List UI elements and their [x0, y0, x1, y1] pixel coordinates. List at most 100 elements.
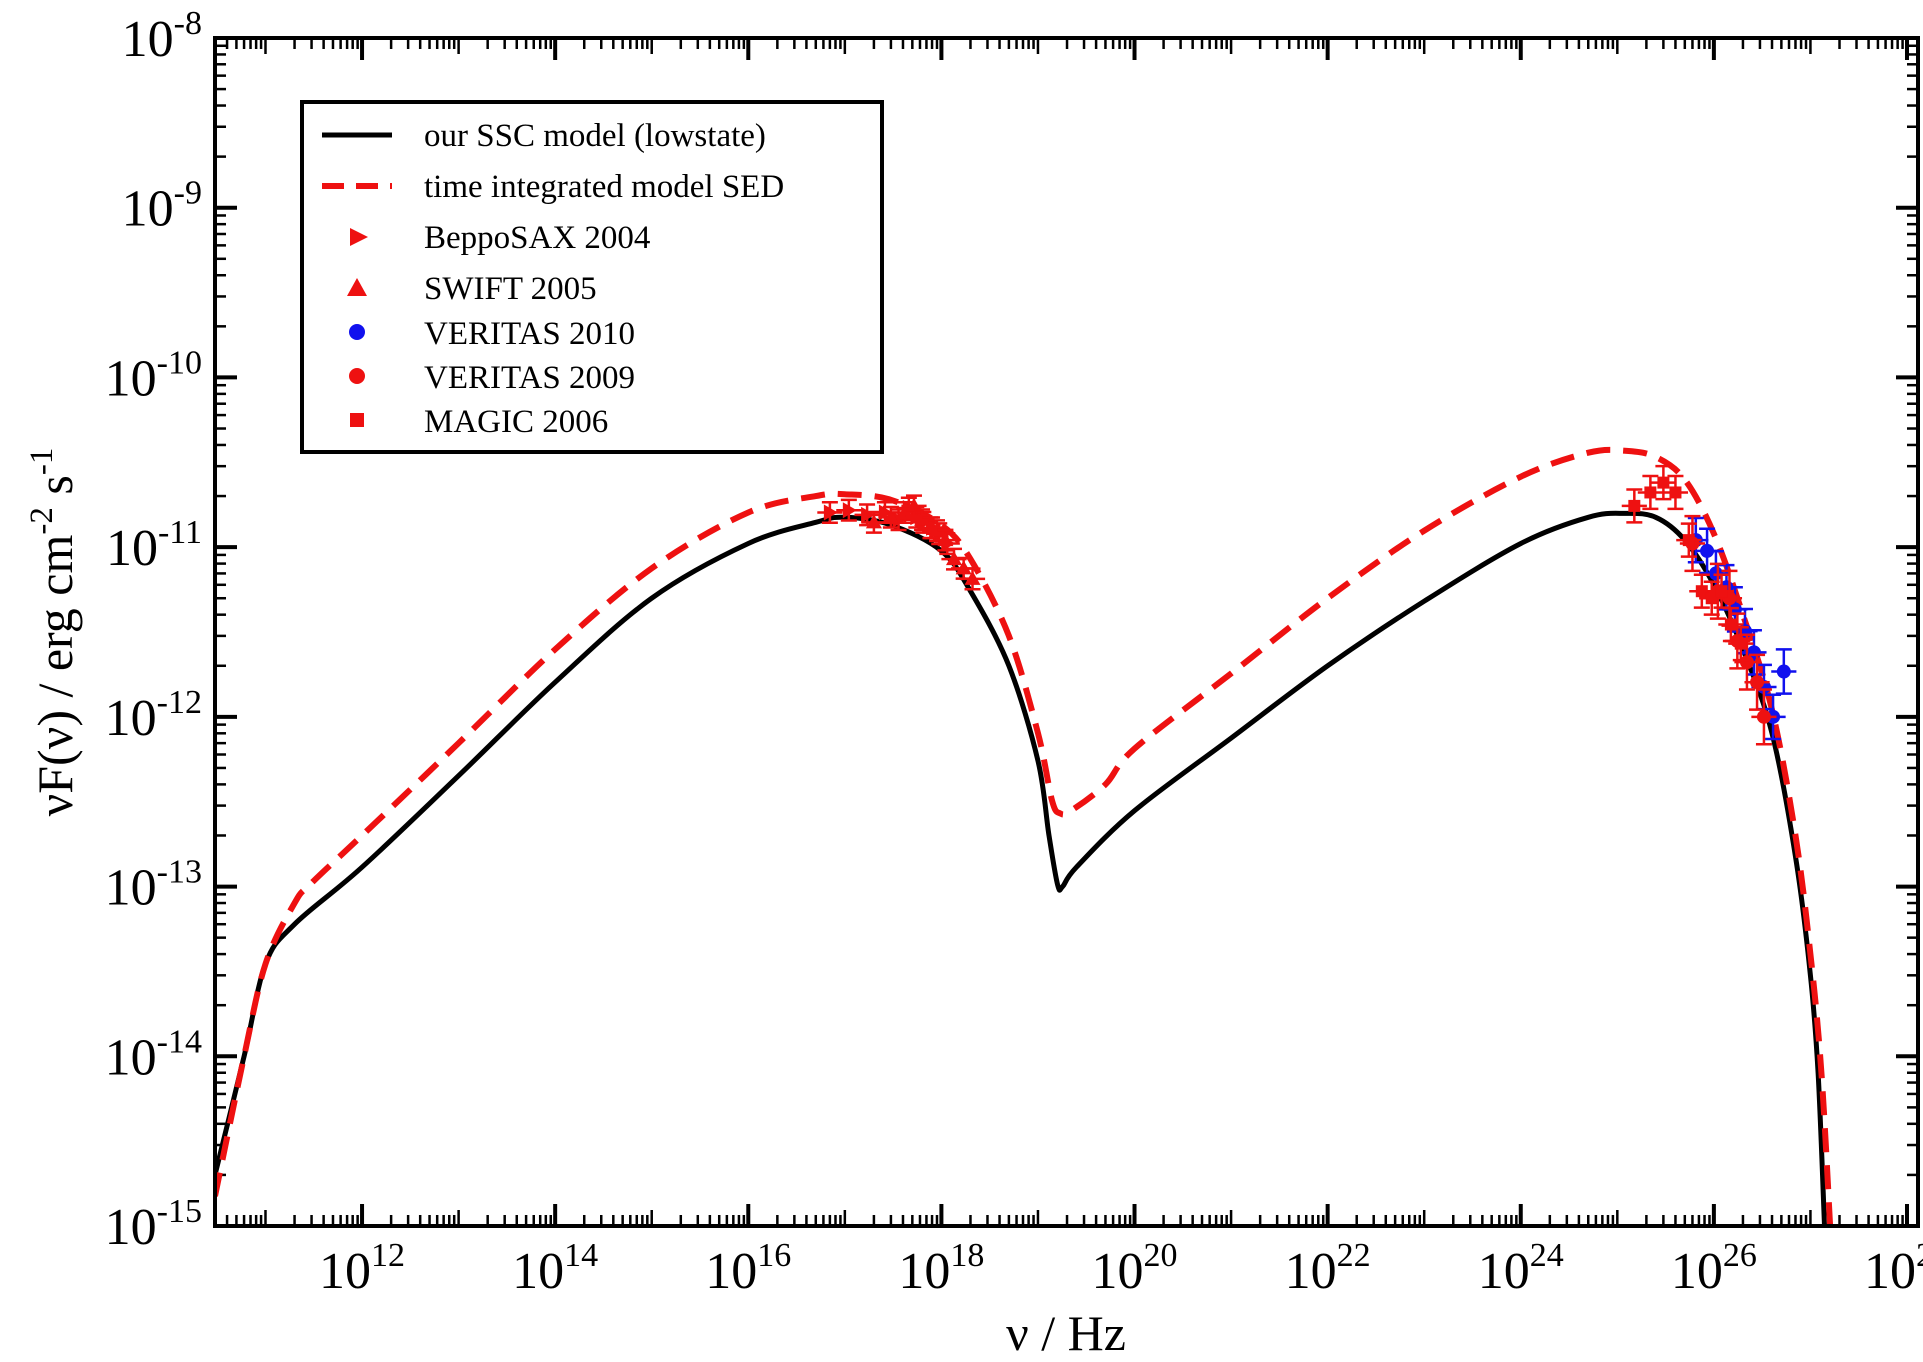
x-tick-exponent: 20: [1144, 1237, 1178, 1274]
x-tick-label-16: 1016: [705, 1237, 791, 1300]
x-tick-label-18: 1018: [898, 1237, 984, 1300]
marker-square: [1682, 534, 1695, 547]
y-tick-label--8: 10-8: [122, 5, 202, 68]
data-point-veritas-2010-9: [1771, 648, 1797, 695]
marker-circle: [1756, 709, 1771, 724]
marker-triangle-up: [945, 551, 962, 566]
x-tick-base: 10: [1671, 1243, 1723, 1300]
data-point-magic-2006-6: [1699, 580, 1725, 616]
marker-square: [1734, 637, 1747, 650]
y-tick-exponent: -11: [158, 514, 202, 551]
y-tick-exponent: -15: [157, 1193, 202, 1230]
data-point-swift-2005-10: [959, 567, 986, 591]
data-point-veritas-2009-5: [1744, 653, 1770, 711]
y-axis-label-main: νF(ν) / erg cm: [27, 535, 83, 817]
y-axis-label-s: s: [27, 475, 83, 507]
marker-triangle-right: [823, 504, 838, 521]
y-tick-label--11: 10-11: [106, 514, 202, 577]
y-tick-exponent: -14: [157, 1023, 202, 1060]
y-tick-label--10: 10-10: [105, 344, 202, 407]
data-point-magic-2006-2: [1650, 464, 1676, 501]
y-tick-base: 10: [122, 11, 174, 68]
x-tick-exponent: 18: [950, 1237, 984, 1274]
legend-swatch-veritas-2009: [349, 368, 365, 384]
data-point-swift-2005-7: [932, 528, 958, 552]
marker-square: [1644, 486, 1657, 499]
y-tick-exponent: -13: [157, 854, 202, 891]
x-tick-label-28: 1028: [1864, 1237, 1923, 1300]
marker-circle: [1739, 655, 1754, 670]
y-axis-label: νF(ν) / erg cm-2 s-1: [24, 448, 83, 817]
legend-label-swift: SWIFT 2005: [424, 271, 597, 307]
data-point-magic-2006-3: [1662, 474, 1689, 511]
y-tick-base: 10: [105, 860, 157, 917]
data-point-bepposax-2004-0: [817, 500, 843, 525]
y-tick-label--13: 10-13: [105, 854, 202, 917]
y-tick-label--15: 10-15: [105, 1193, 202, 1256]
series-points-magic-2006: [1621, 464, 1754, 662]
legend-label-veritas-2009: VERITAS 2009: [424, 360, 635, 396]
y-tick-label--9: 10-9: [122, 175, 202, 238]
y-axis-label-exp2: -1: [24, 448, 60, 476]
x-tick-base: 10: [1864, 1243, 1916, 1300]
y-tick-exponent: -9: [174, 175, 202, 212]
y-tick-base: 10: [106, 520, 158, 577]
data-point-magic-2006-4: [1676, 522, 1702, 558]
x-tick-labels: 101210141016101810201022102410261028: [319, 1237, 1923, 1300]
data-point-magic-2006-0: [1621, 488, 1647, 524]
x-tick-base: 10: [705, 1243, 757, 1300]
legend-swatch-veritas-2010: [349, 324, 365, 340]
x-tick-exponent: 12: [371, 1237, 405, 1274]
x-tick-exponent: 22: [1337, 1237, 1371, 1274]
x-tick-label-14: 1014: [512, 1237, 598, 1300]
marker-triangle-up: [928, 522, 945, 537]
x-tick-base: 10: [1478, 1243, 1530, 1300]
x-tick-base: 10: [319, 1243, 371, 1300]
marker-triangle-up: [882, 509, 899, 524]
data-point-magic-2006-1: [1637, 474, 1663, 511]
legend-swatch-swift: [347, 278, 367, 296]
plot-frame: [213, 36, 1920, 1228]
marker-triangle-up: [937, 532, 954, 547]
marker-triangle-right: [861, 506, 876, 523]
x-tick-label-24: 1024: [1478, 1237, 1564, 1300]
y-axis-label-exp1: -2: [24, 507, 60, 535]
marker-circle: [1750, 675, 1765, 690]
legend-swatch-magic: [350, 413, 364, 427]
y-tick-base: 10: [105, 690, 157, 747]
legend: our SSC model (lowstate) time integrated…: [300, 100, 884, 454]
marker-square: [1724, 618, 1737, 631]
marker-square: [1657, 476, 1670, 489]
y-tick-base: 10: [122, 181, 174, 238]
data-point-bepposax-2004-1: [836, 498, 862, 522]
x-tick-base: 10: [898, 1243, 950, 1300]
data-point-magic-2006-7: [1708, 573, 1735, 609]
marker-triangle-up: [914, 511, 931, 526]
x-tick-exponent: 14: [564, 1237, 598, 1274]
data-point-veritas-2009-6: [1751, 688, 1777, 746]
y-tick-base: 10: [105, 1199, 157, 1256]
marker-square: [1669, 486, 1682, 499]
legend-label-time-integrated: time integrated model SED: [424, 169, 784, 205]
legend-label-magic: MAGIC 2006: [424, 404, 608, 440]
x-tick-exponent: 24: [1530, 1237, 1564, 1274]
x-tick-exponent: 16: [757, 1237, 791, 1274]
series-points-swift-2005: [861, 494, 986, 591]
x-axis-label: ν / Hz: [1006, 1305, 1126, 1361]
marker-triangle-right: [892, 511, 907, 528]
x-tick-base: 10: [1285, 1243, 1337, 1300]
x-tick-label-26: 1026: [1671, 1237, 1757, 1300]
marker-circle: [1776, 664, 1791, 679]
marker-triangle-up: [964, 570, 981, 585]
y-tick-base: 10: [105, 1029, 157, 1086]
legend-box: [300, 100, 884, 454]
series-layer: [215, 446, 1834, 1226]
y-tick-label--14: 10-14: [105, 1023, 202, 1086]
x-tick-base: 10: [1092, 1243, 1144, 1300]
legend-swatch-bepposax: [350, 228, 368, 246]
legend-label-bepposax: BeppoSAX 2004: [424, 220, 650, 256]
y-tick-exponent: -12: [157, 684, 202, 721]
